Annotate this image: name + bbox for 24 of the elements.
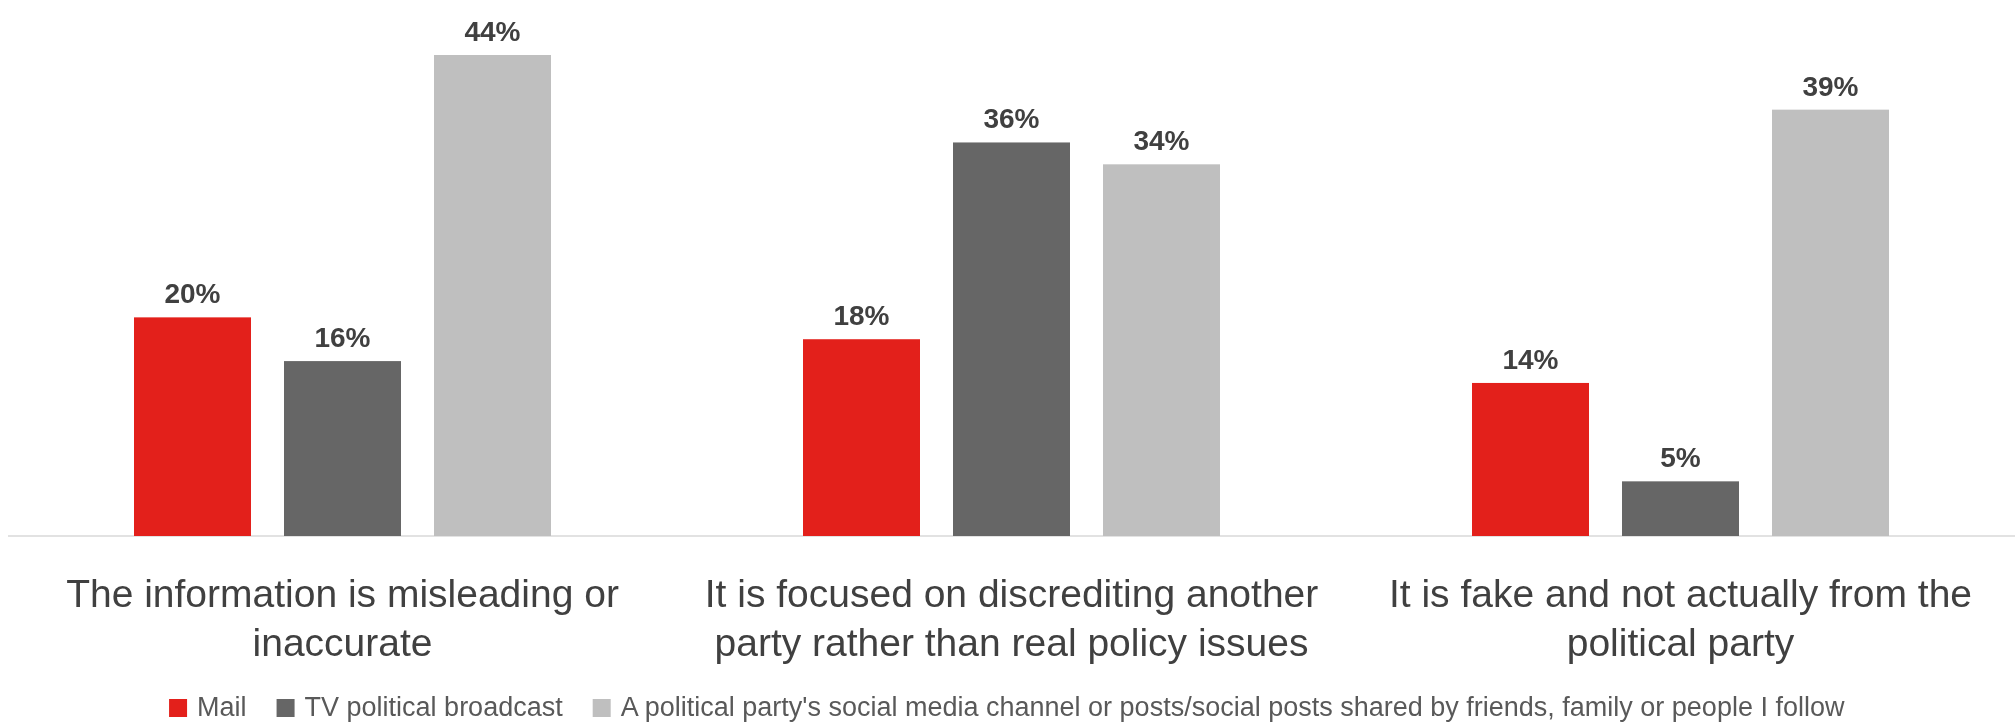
bar [284, 361, 401, 536]
data-label: 5% [1660, 442, 1701, 474]
bar [1622, 481, 1739, 536]
data-label: 34% [1133, 125, 1190, 157]
data-label: 14% [1502, 343, 1559, 375]
x-tick-label: The information is misleading or inaccurate [66, 572, 619, 664]
data-label: 20% [164, 278, 221, 310]
legend-label: Mail [197, 692, 247, 722]
bar [1103, 164, 1220, 536]
legend-label: A political party's social media channel or posts/social posts shared by friends, family or people I follow [620, 692, 1845, 722]
bar [953, 142, 1070, 536]
bar [434, 55, 551, 536]
data-label: 44% [464, 16, 521, 47]
data-label: 16% [314, 322, 371, 354]
bar [803, 339, 920, 536]
x-tick-label: It is focused on discrediting another party rather than real policy issues [704, 572, 1319, 664]
data-label: 39% [1802, 70, 1859, 102]
bar [134, 317, 251, 536]
x-tick-label: It is fake and not actually from the political party [1388, 572, 1973, 664]
bar [1772, 109, 1889, 536]
data-label: 36% [983, 103, 1040, 135]
data-label: 18% [833, 300, 890, 332]
bar [1472, 382, 1589, 536]
legend-label: TV political broadcast [304, 692, 564, 722]
